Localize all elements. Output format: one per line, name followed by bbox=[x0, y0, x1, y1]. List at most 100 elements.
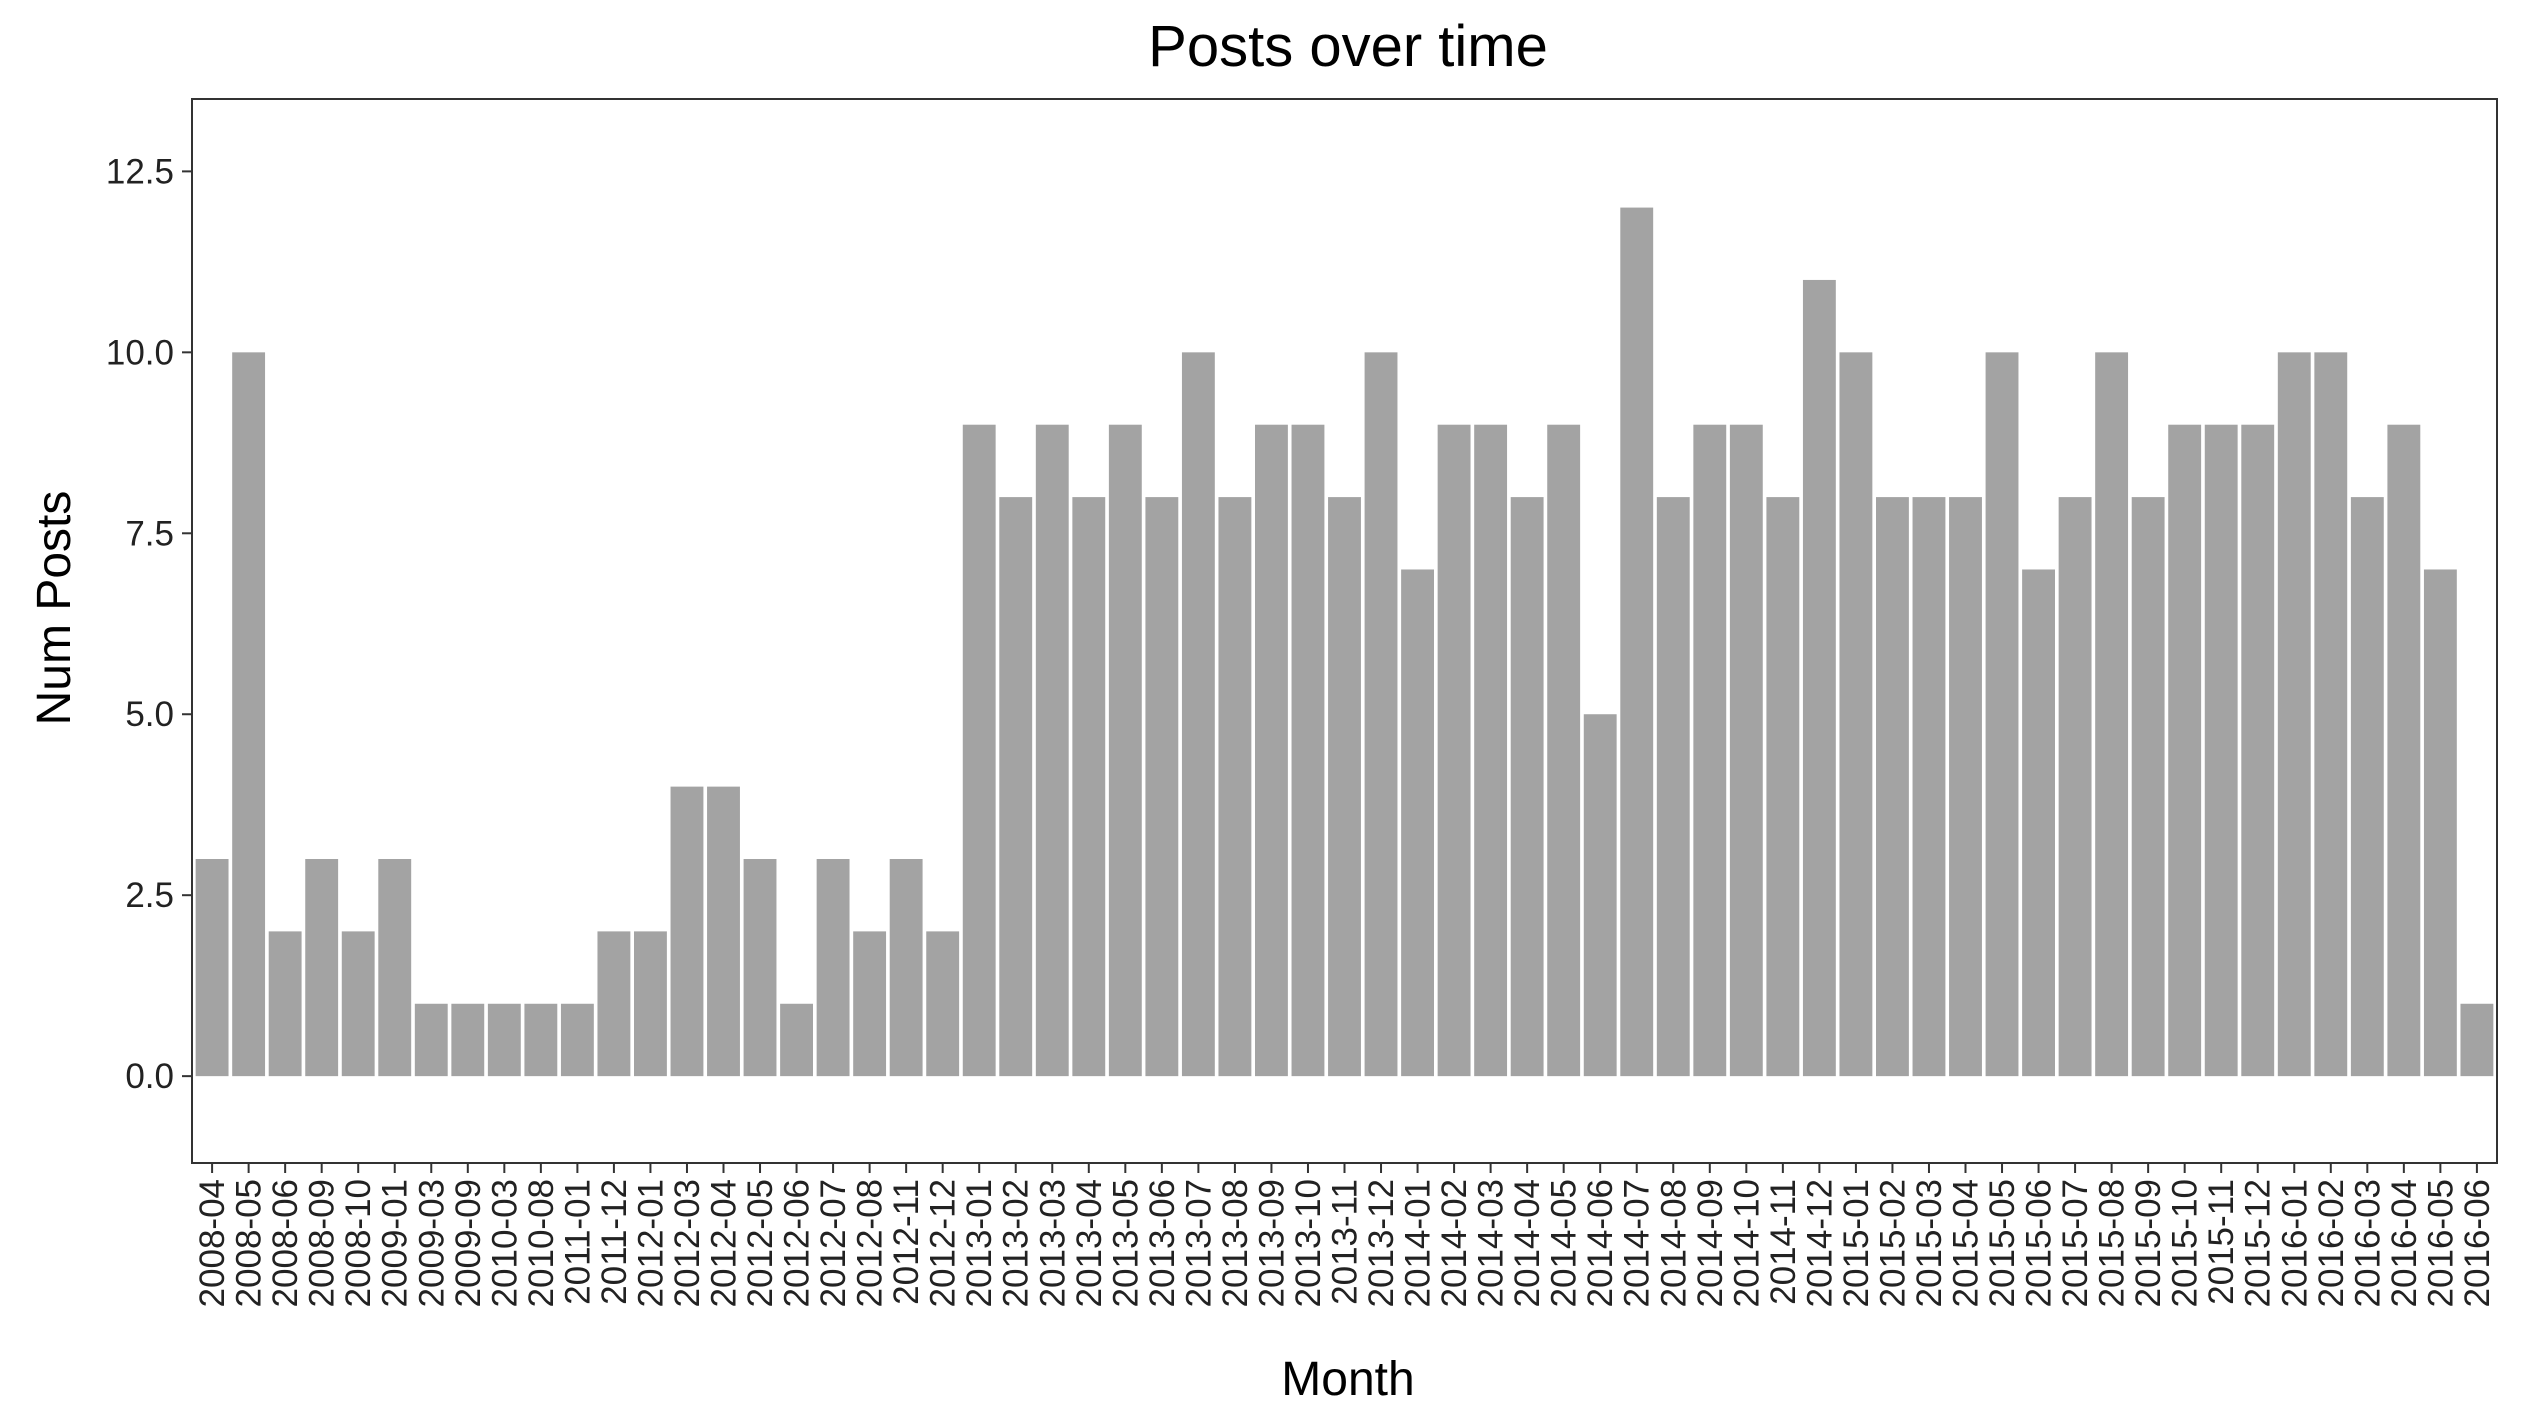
bar-2013-02 bbox=[999, 497, 1033, 1077]
x-tick-label: 2013-04 bbox=[1070, 1179, 1109, 1307]
x-tick-label: 2015-07 bbox=[2056, 1179, 2095, 1307]
x-tick-label: 2014-06 bbox=[1581, 1179, 1620, 1307]
x-tick-label: 2016-02 bbox=[2312, 1179, 2351, 1307]
bar-2015-08 bbox=[2095, 352, 2129, 1077]
x-tick-label: 2015-04 bbox=[1946, 1179, 1985, 1307]
x-tick-label: 2009-09 bbox=[449, 1179, 488, 1307]
x-tick-label: 2016-04 bbox=[2385, 1179, 2424, 1307]
x-tick-label: 2013-08 bbox=[1216, 1179, 1255, 1307]
x-tick-label: 2014-09 bbox=[1691, 1179, 1730, 1307]
y-axis: 0.0 2.5 5.0 7.5 10.0 12.5 bbox=[106, 152, 192, 1096]
x-tick-label: 2012-04 bbox=[705, 1179, 744, 1307]
bar-2015-02 bbox=[1876, 497, 1909, 1077]
bar-2010-08 bbox=[524, 1003, 558, 1077]
x-tick-label: 2015-02 bbox=[1873, 1179, 1912, 1307]
y-tick-label: 5.0 bbox=[125, 695, 174, 734]
x-tick-label: 2015-01 bbox=[1837, 1179, 1876, 1307]
bar-2009-01 bbox=[378, 859, 412, 1077]
bar-2015-04 bbox=[1949, 497, 1982, 1077]
x-tick-label: 2013-12 bbox=[1362, 1179, 1401, 1307]
y-axis-title: Num Posts bbox=[28, 491, 81, 726]
bar-2013-07 bbox=[1181, 352, 1215, 1077]
x-tick-label: 2013-11 bbox=[1326, 1179, 1365, 1305]
x-tick-label: 2013-06 bbox=[1143, 1179, 1182, 1307]
bar-2012-08 bbox=[853, 931, 887, 1077]
bar-2016-02 bbox=[2314, 352, 2348, 1077]
bar-2013-12 bbox=[1364, 352, 1398, 1077]
x-tick-label: 2016-03 bbox=[2348, 1179, 2387, 1307]
x-axis: 2008-042008-052008-062008-092008-102009-… bbox=[193, 1163, 2497, 1307]
bar-2014-09 bbox=[1693, 424, 1727, 1077]
x-tick-label: 2012-08 bbox=[851, 1179, 890, 1307]
bar-2013-01 bbox=[962, 424, 996, 1077]
bar-2011-01 bbox=[560, 1003, 594, 1077]
bar-2013-09 bbox=[1255, 424, 1288, 1077]
bar-2015-09 bbox=[2131, 497, 2165, 1077]
x-tick-label: 2013-07 bbox=[1179, 1179, 1218, 1307]
bar-2016-04 bbox=[2387, 424, 2421, 1077]
bar-2014-01 bbox=[1401, 569, 1434, 1077]
x-tick-label: 2010-08 bbox=[522, 1179, 561, 1307]
x-tick-label: 2012-12 bbox=[924, 1179, 963, 1307]
bar-2013-11 bbox=[1328, 497, 1361, 1077]
x-tick-label: 2015-06 bbox=[2020, 1179, 2059, 1307]
x-tick-label: 2015-05 bbox=[1983, 1179, 2022, 1307]
bar-2008-04 bbox=[195, 859, 229, 1077]
x-tick-label: 2016-01 bbox=[2275, 1179, 2314, 1307]
bar-2012-07 bbox=[816, 859, 850, 1077]
bar-2014-06 bbox=[1583, 714, 1617, 1077]
x-tick-label: 2014-08 bbox=[1654, 1179, 1693, 1307]
x-tick-label: 2013-01 bbox=[960, 1179, 999, 1307]
bar-2015-06 bbox=[2022, 569, 2055, 1077]
x-tick-label: 2015-03 bbox=[1910, 1179, 1949, 1307]
x-tick-label: 2008-09 bbox=[303, 1179, 342, 1307]
x-tick-label: 2014-07 bbox=[1618, 1179, 1657, 1307]
bar-2012-04 bbox=[707, 786, 740, 1077]
x-tick-label: 2012-11 bbox=[887, 1179, 926, 1305]
x-tick-label: 2014-05 bbox=[1545, 1179, 1584, 1307]
x-tick-label: 2016-05 bbox=[2421, 1179, 2460, 1307]
bar-2013-05 bbox=[1108, 424, 1142, 1077]
x-tick-label: 2015-08 bbox=[2093, 1179, 2132, 1307]
bar-2015-07 bbox=[2058, 497, 2092, 1077]
y-tick-label: 10.0 bbox=[106, 333, 174, 372]
x-tick-label: 2010-03 bbox=[485, 1179, 524, 1307]
x-tick-label: 2013-05 bbox=[1106, 1179, 1145, 1307]
x-tick-label: 2009-03 bbox=[412, 1179, 451, 1307]
x-tick-label: 2013-02 bbox=[997, 1179, 1036, 1307]
y-tick-label: 2.5 bbox=[125, 876, 174, 915]
chart-title: Posts over time bbox=[1148, 14, 1548, 79]
bar-2012-01 bbox=[634, 931, 667, 1077]
y-tick-label: 7.5 bbox=[125, 514, 174, 553]
x-tick-label: 2008-04 bbox=[193, 1179, 232, 1307]
x-tick-label: 2015-09 bbox=[2129, 1179, 2168, 1307]
bar-2013-04 bbox=[1072, 497, 1106, 1077]
bar-2008-06 bbox=[268, 931, 302, 1077]
x-tick-label: 2011-01 bbox=[558, 1179, 597, 1305]
x-tick-label: 2012-05 bbox=[741, 1179, 780, 1307]
bar-2015-01 bbox=[1839, 352, 1873, 1077]
bar-2012-05 bbox=[743, 859, 777, 1077]
bar-2014-12 bbox=[1802, 279, 1836, 1077]
bar-2009-03 bbox=[414, 1003, 448, 1077]
x-tick-label: 2012-03 bbox=[668, 1179, 707, 1307]
bar-2015-11 bbox=[2204, 424, 2238, 1077]
x-tick-label: 2012-07 bbox=[814, 1179, 853, 1307]
x-tick-label: 2013-09 bbox=[1252, 1179, 1291, 1307]
bar-2016-03 bbox=[2350, 497, 2384, 1077]
x-tick-label: 2014-10 bbox=[1727, 1179, 1766, 1307]
x-tick-label: 2008-06 bbox=[266, 1179, 305, 1307]
x-tick-label: 2013-10 bbox=[1289, 1179, 1328, 1307]
bars-group bbox=[195, 207, 2494, 1077]
x-tick-label: 2014-01 bbox=[1399, 1179, 1438, 1307]
x-tick-label: 2009-01 bbox=[376, 1179, 415, 1307]
bar-2014-07 bbox=[1620, 207, 1654, 1077]
bar-2015-05 bbox=[1985, 352, 2019, 1077]
x-tick-label: 2015-10 bbox=[2166, 1179, 2205, 1307]
bar-2015-10 bbox=[2168, 424, 2202, 1077]
x-tick-label: 2014-03 bbox=[1472, 1179, 1511, 1307]
x-tick-label: 2014-04 bbox=[1508, 1179, 1547, 1307]
bar-2013-10 bbox=[1291, 424, 1325, 1077]
x-tick-label: 2014-12 bbox=[1800, 1179, 1839, 1307]
bar-2013-08 bbox=[1218, 497, 1252, 1077]
